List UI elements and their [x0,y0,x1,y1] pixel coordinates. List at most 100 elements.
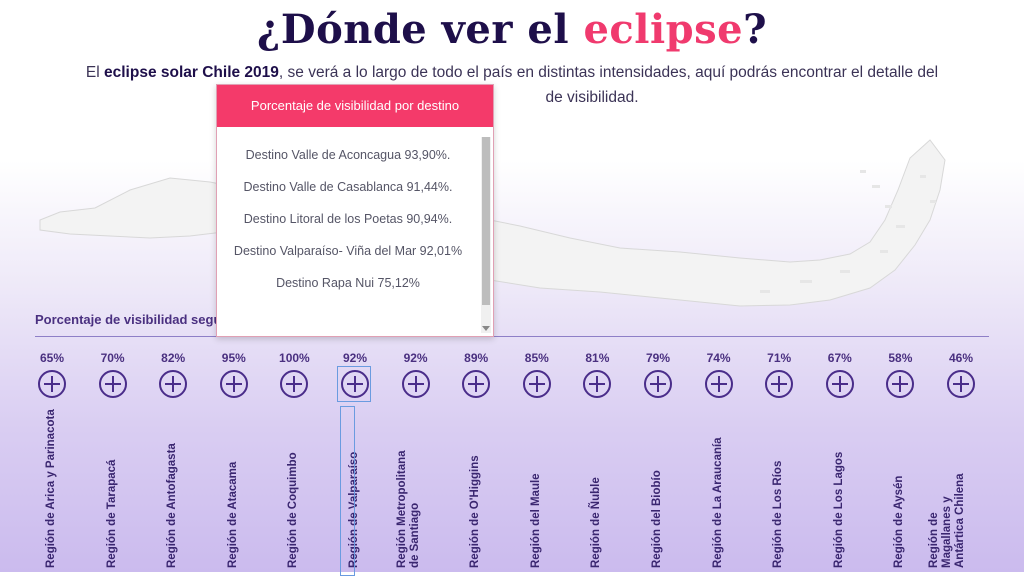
region-name: Región de O'Higgins [469,455,482,568]
popup-scrollbar[interactable] [481,137,491,333]
region-item[interactable]: 92% Región Metropolitana de Santiago [386,350,446,572]
scroll-down-arrow[interactable] [482,326,490,331]
region-percentage: 92% [403,351,428,365]
region-name-wrap: Región Metropolitana de Santiago [386,408,446,568]
region-item[interactable]: 70% Región de Tarapacá [83,350,143,572]
region-name: Región de Los Ríos [772,460,785,568]
region-percentage: 46% [948,351,974,365]
expand-plus-icon[interactable] [159,370,188,398]
popup-item: Destino Rapa Nui 75,12% [276,276,420,290]
region-name-wrap: Región de Magallanes y Antártica Chilena [928,408,991,568]
expand-plus-icon[interactable] [583,370,612,398]
expand-plus-icon[interactable] [401,370,430,398]
expand-plus-icon[interactable] [462,370,491,398]
expand-plus-icon[interactable] [886,370,915,398]
region-percentage: 95% [221,351,246,365]
region-percentage: 65% [39,351,65,365]
focus-outline [337,366,371,402]
intro-rest: , se verá a lo largo de todo el país en … [278,64,939,81]
region-name: Región de Aysén [893,475,906,568]
region-name: Región de Arica y Parinacota [45,409,57,568]
region-percentage: 74% [706,351,731,365]
popup-item: Destino Valle de Casablanca 91,44%. [243,180,453,194]
region-percentage: 67% [827,351,852,365]
region-item[interactable]: 81% Región de Ñuble [567,350,627,572]
region-item[interactable]: 67% Región de Los Lagos [810,350,870,572]
region-name: Región de Los Lagos [832,451,845,568]
region-name-wrap: Región de Antofagasta [143,408,203,568]
region-name: Región de Magallanes y Antártica Chilena [928,473,966,568]
region-name: Región de Atacama [226,461,239,568]
title-end: ? [743,6,768,53]
expand-plus-icon[interactable] [522,370,551,398]
scrollbar-thumb[interactable] [482,137,490,305]
expand-plus-icon[interactable] [98,370,127,398]
region-name-wrap: Región del Biobío [628,408,688,568]
page-title: ¿Dónde ver el eclipse? [0,4,1024,56]
region-name-wrap: Región de La Araucanía [689,408,749,568]
region-name-wrap: Región de Los Lagos [810,408,870,568]
intro-line2: de visibilidad. [545,89,639,106]
visibility-popup: Porcentaje de visibilidad por destino De… [216,84,494,337]
region-percentage: 70% [100,351,125,365]
region-name: Región del Biobío [651,470,663,568]
region-item[interactable]: 71% Región de Los Ríos [749,350,809,572]
region-item[interactable]: 65% Región de Arica y Parinacota [22,350,82,572]
region-name: Región de Coquimbo [287,452,300,568]
intro-text: El eclipse solar Chile 2019, se verá a l… [48,60,976,110]
region-name: Región de Antofagasta [166,443,179,568]
region-name-wrap: Región de O'Higgins [446,408,506,568]
region-percentage: 92% [342,351,368,365]
region-name-wrap: Región de Los Ríos [749,408,809,568]
region-name: Región del Maule [529,473,542,568]
section-label: Porcentaje de visibilidad segú [35,312,222,327]
expand-plus-icon[interactable] [644,370,672,398]
expand-plus-icon[interactable] [280,370,309,398]
popup-item: Destino Valle de Aconcagua 93,90%. [245,148,451,162]
region-item[interactable]: 74% Región de La Araucanía [689,350,749,572]
region-item[interactable]: 92% Región de Valparaíso [325,350,385,576]
focus-column-outline [340,406,355,576]
expand-plus-icon[interactable] [765,370,794,398]
region-name: Región de Ñuble [590,477,603,568]
region-name-wrap: Región de Ñuble [567,408,627,568]
region-name-wrap: Región de Coquimbo [264,408,324,568]
region-item[interactable]: 89% Región de O'Higgins [446,350,506,572]
region-percentage: 58% [888,351,913,365]
region-name: Región de Tarapacá [105,459,118,568]
divider [35,336,989,337]
region-item[interactable]: 95% Región de Atacama [204,350,264,572]
region-percentage: 81% [585,351,610,365]
expand-plus-icon[interactable] [341,370,369,398]
region-name-wrap: Región de Aysén [870,408,930,568]
region-name: Región de La Araucanía [711,437,724,568]
region-name: Región Metropolitana de Santiago [395,450,421,568]
intro-start: El [85,64,104,81]
expand-plus-icon[interactable] [825,370,854,398]
chile-map [39,139,946,307]
region-item[interactable]: 58% Región de Aysén [870,350,930,572]
region-percentage: 85% [524,351,549,365]
expand-plus-icon[interactable] [38,370,66,398]
popup-title: Porcentaje de visibilidad por destino [217,85,493,127]
region-item[interactable]: 79% Región del Biobío [628,350,688,572]
popup-item: Destino Valparaíso- Viña del Mar 92,01% [233,244,463,258]
region-name-wrap: Región del Maule [507,408,567,568]
region-name-wrap: Región de Valparaíso [325,408,385,568]
region-percentage: 89% [464,351,489,365]
region-percentage: 82% [161,351,186,365]
region-item[interactable]: 82% Región de Antofagasta [143,350,203,572]
expand-plus-icon[interactable] [219,370,248,398]
expand-plus-icon[interactable] [704,370,733,398]
region-percentage: 79% [645,351,671,365]
regions-list: 65% Región de Arica y Parinacota 70% Región… [0,350,1024,576]
intro-bold: eclipse solar Chile 2019 [104,64,279,81]
region-item[interactable]: 46% Región de Magallanes y Antártica Chil… [928,350,991,572]
title-main: ¿Dónde ver el [256,6,584,53]
region-item[interactable]: 85% Región del Maule [507,350,567,572]
region-item[interactable]: 100% Región de Coquimbo [264,350,324,572]
region-percentage: 71% [767,351,792,365]
expand-plus-icon[interactable] [947,370,975,398]
popup-list: Destino Valle de Aconcagua 93,90%. Destin… [217,147,479,307]
title-accent: eclipse [583,6,744,53]
